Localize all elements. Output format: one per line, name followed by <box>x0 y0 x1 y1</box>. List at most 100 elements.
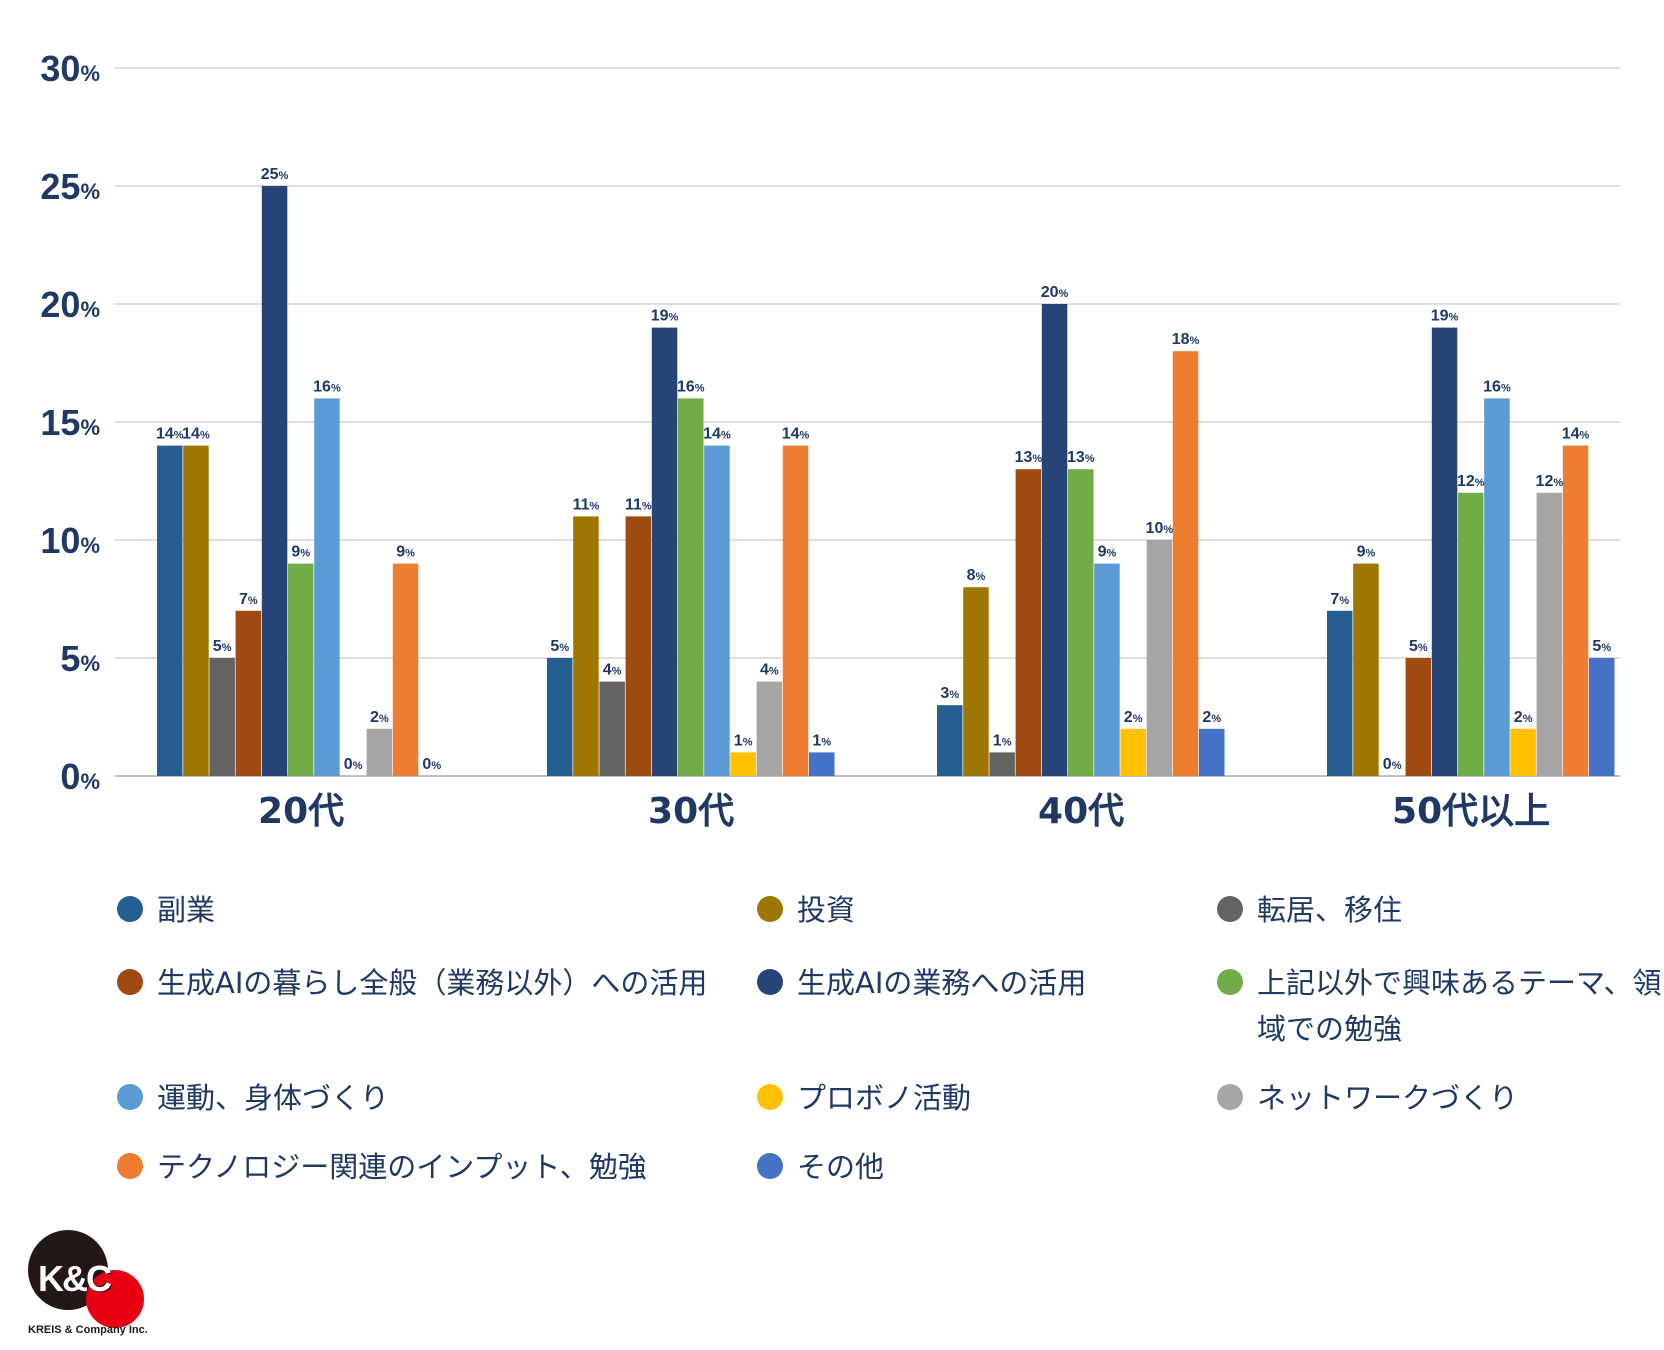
bar <box>937 705 963 776</box>
bar <box>366 728 393 776</box>
bar <box>599 681 625 776</box>
data-label: 16% <box>313 378 341 395</box>
bar <box>1484 398 1510 776</box>
bar <box>809 752 835 776</box>
data-label: 5% <box>1409 638 1428 655</box>
company-logo: K&C KREIS & Company Inc. <box>28 1230 158 1340</box>
data-label: 9% <box>291 544 310 561</box>
logo-mark: K&C <box>38 1258 112 1299</box>
x-tick-label: 40代 <box>1038 791 1124 832</box>
data-label: 9% <box>1357 544 1376 561</box>
data-label: 2% <box>1514 709 1533 726</box>
data-labels: 14%14%5%7%25%9%16%0%2%9%0%5%11%4%11%19%1… <box>156 166 1611 773</box>
x-tick-label: 50代以上 <box>1392 791 1550 832</box>
data-label: 14% <box>156 426 184 443</box>
y-tick-label: 30% <box>40 48 100 89</box>
bar <box>963 587 989 776</box>
data-label: 14% <box>182 426 210 443</box>
data-label: 12% <box>1457 473 1485 490</box>
bar <box>183 445 209 776</box>
x-tick-label: 30代 <box>648 791 734 832</box>
data-label: 19% <box>651 308 679 325</box>
bar <box>730 752 756 776</box>
data-label: 19% <box>1431 308 1459 325</box>
data-label: 1% <box>734 732 753 749</box>
bar <box>678 398 704 776</box>
data-label: 3% <box>940 685 959 702</box>
data-label: 16% <box>1483 378 1511 395</box>
bar <box>1199 728 1225 776</box>
bar <box>157 445 183 776</box>
bar <box>989 752 1015 776</box>
data-label: 0% <box>344 756 363 773</box>
bar <box>1431 327 1458 776</box>
data-label: 2% <box>370 709 389 726</box>
y-tick-label: 25% <box>40 166 100 207</box>
bar <box>1041 304 1068 776</box>
y-axis: 0% 5% 10% 15% 20% 25% 30% <box>40 48 100 797</box>
data-label: 12% <box>1536 473 1564 490</box>
bar <box>261 186 288 776</box>
y-tick-label: 5% <box>60 638 100 679</box>
data-label: 9% <box>396 544 415 561</box>
bar <box>625 516 652 776</box>
data-label: 2% <box>1202 709 1221 726</box>
bar <box>1589 658 1615 776</box>
data-label: 5% <box>1592 638 1611 655</box>
data-label: 13% <box>1015 449 1043 466</box>
bar <box>1172 351 1199 776</box>
bar <box>209 658 235 776</box>
data-label: 11% <box>573 496 600 513</box>
data-label: 14% <box>1562 426 1590 443</box>
gridlines <box>115 67 1620 777</box>
bar <box>704 445 730 776</box>
bar <box>1536 492 1563 776</box>
bars <box>157 186 1615 776</box>
y-tick-label: 10% <box>40 520 100 561</box>
data-label: 7% <box>1330 591 1349 608</box>
bar <box>1510 728 1536 776</box>
data-label: 10% <box>1146 520 1174 537</box>
data-label: 7% <box>239 591 258 608</box>
bar <box>756 681 783 776</box>
bar <box>651 327 678 776</box>
data-label: 1% <box>812 732 831 749</box>
bar <box>288 563 314 776</box>
bar <box>392 563 419 776</box>
bar <box>1015 469 1042 776</box>
bar <box>1562 445 1589 776</box>
data-label: 14% <box>703 426 731 443</box>
data-label: 9% <box>1098 544 1117 561</box>
data-label: 8% <box>967 567 986 584</box>
y-tick-label: 0% <box>60 756 100 797</box>
data-label: 0% <box>1383 756 1402 773</box>
data-label: 4% <box>760 662 779 679</box>
data-label: 16% <box>677 378 705 395</box>
bar <box>314 398 340 776</box>
bar <box>1458 492 1484 776</box>
data-label: 4% <box>603 662 622 679</box>
data-label: 13% <box>1067 449 1095 466</box>
bar <box>1327 610 1353 776</box>
logo-company-name: KREIS & Company Inc. <box>28 1324 148 1336</box>
data-label: 5% <box>213 638 232 655</box>
x-axis: 20代 30代 40代 50代以上 <box>258 791 1550 832</box>
data-label: 2% <box>1124 709 1143 726</box>
bar <box>235 610 262 776</box>
bar <box>1405 658 1432 776</box>
bar <box>573 516 599 776</box>
bar <box>1353 563 1379 776</box>
logo-red-circle <box>86 1270 144 1328</box>
y-tick-label: 15% <box>40 402 100 443</box>
data-label: 18% <box>1172 331 1200 348</box>
data-label: 11% <box>625 496 652 513</box>
data-label: 1% <box>993 732 1012 749</box>
data-label: 14% <box>782 426 810 443</box>
data-label: 25% <box>261 166 289 183</box>
x-tick-label: 20代 <box>258 791 344 832</box>
bar <box>547 658 573 776</box>
bar <box>1068 469 1094 776</box>
data-label: 0% <box>422 756 441 773</box>
bar <box>782 445 809 776</box>
